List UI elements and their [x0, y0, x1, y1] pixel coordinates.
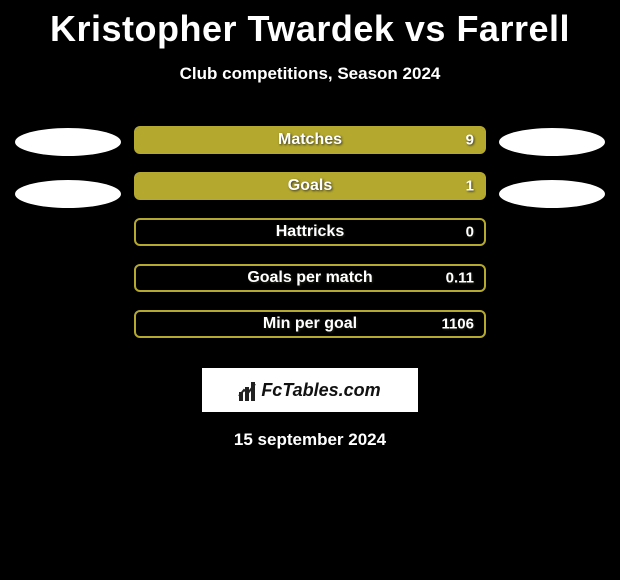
logo-text: FcTables.com [261, 380, 380, 401]
date-text: 15 september 2024 [0, 430, 620, 450]
stat-bar-row: Min per goal 1106 [134, 310, 486, 338]
stat-bar-value: 0 [466, 224, 474, 241]
stat-bar-label: Min per goal [263, 315, 357, 333]
player-photo-placeholder [15, 128, 121, 156]
player-photo-placeholder [499, 180, 605, 208]
comparison-infographic: Kristopher Twardek vs Farrell Club compe… [0, 0, 620, 450]
stat-bar-row: Hattricks 0 [134, 218, 486, 246]
left-player-col [8, 126, 128, 232]
stat-bar-row: Goals 1 [134, 172, 486, 200]
page-title: Kristopher Twardek vs Farrell [0, 8, 620, 50]
stat-bar-label: Goals [288, 177, 332, 195]
stat-bar-label: Matches [278, 131, 342, 149]
fctables-logo: FcTables.com [202, 368, 418, 412]
stat-bar-value: 1106 [441, 316, 474, 333]
player-photo-placeholder [499, 128, 605, 156]
stat-bar-value: 1 [466, 178, 474, 195]
stat-bar-label: Goals per match [247, 269, 372, 287]
stat-bar-row: Goals per match 0.11 [134, 264, 486, 292]
player-photo-placeholder [15, 180, 121, 208]
right-player-col [492, 126, 612, 232]
stat-bar-row: Matches 9 [134, 126, 486, 154]
subtitle: Club competitions, Season 2024 [0, 64, 620, 84]
stat-bars: Matches 9 Goals 1 Hattricks 0 Goals per match 0… [128, 126, 492, 338]
stat-bar-value: 9 [466, 132, 474, 149]
stat-bar-label: Hattricks [276, 223, 344, 241]
stat-bar-value: 0.11 [446, 270, 474, 287]
content-row: Matches 9 Goals 1 Hattricks 0 Goals per match 0… [0, 126, 620, 338]
logo-line-icon [238, 383, 256, 397]
